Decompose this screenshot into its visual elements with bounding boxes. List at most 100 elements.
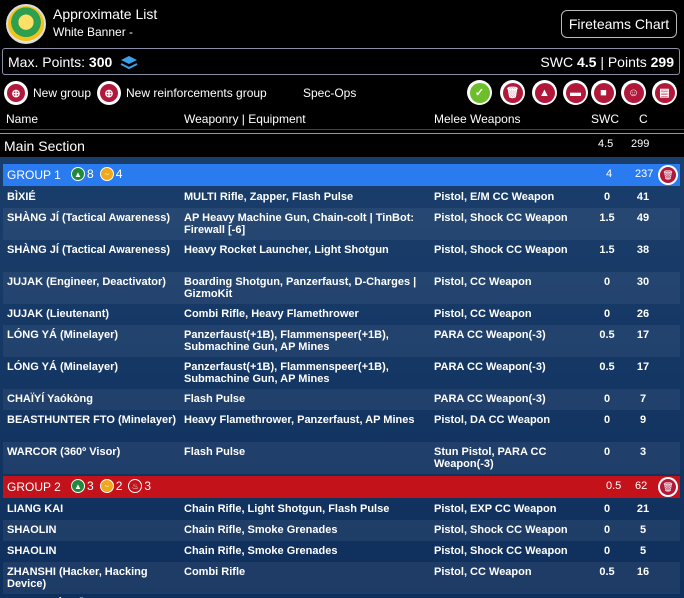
unit-weaponry: Heavy Rocket Launcher, Light Shotgun [184,244,389,256]
main-section-points: 299 [631,138,650,150]
save-icon[interactable]: ■ [591,80,616,105]
col-weaponry: Weaponry | Equipment [184,112,306,126]
unit-row[interactable]: BÌXIÉ MULTI Rifle, Zapper, Flash Pulse Pis… [3,187,680,208]
unit-row[interactable]: SHAOLIN Chain Rifle, Smoke Grenades Pistol… [3,541,680,562]
unit-row[interactable]: ZHANSHI (Hacker, Hacking Device) Combi Ri… [3,562,680,594]
unit-swc: 0 [603,414,611,426]
unit-swc: 0 [603,545,611,557]
group-name: GROUP 2 [7,480,61,494]
regular-order-icon: ▲ [71,167,85,181]
order-count: 3 [87,479,94,493]
unit-row[interactable]: SHAOLIN Chain Rifle, Smoke Grenades Pistol… [3,520,680,541]
unit-weaponry: Chain Rifle, Light Shotgun, Flash Pulse [184,503,390,515]
unit-weaponry: Combi Rifle, Heavy Flamethrower [184,308,359,320]
col-name: Name [6,112,39,126]
unit-cost: 5 [639,545,647,557]
spec-ops-label: Spec-Ops [303,86,357,100]
delete-group-button[interactable]: 🗑 [658,165,678,185]
trash-icon[interactable]: 🗑 [500,80,525,105]
unit-cost: 41 [636,191,650,203]
unit-row[interactable]: JUJAK (Engineer, Deactivator) Boarding Sh… [3,272,680,304]
unit-cost: 7 [639,393,647,405]
group-swc: 0.5 [606,480,622,492]
max-points-value[interactable]: 300 [88,54,113,70]
order-badges: ▲ 8 ~4 [71,167,128,181]
unit-cost: 16 [636,566,650,578]
trash-icon: 🗑 [660,167,676,183]
unit-swc: 0.5 [599,566,615,578]
unit-cost: 26 [636,308,650,320]
points-bar: Max. Points: 300 SWC 4.5 | Points 299 [2,48,680,75]
unit-name: SHÀNG JÍ (Tactical Awareness) [7,244,171,256]
unit-name: JUJAK (Engineer, Deactivator) [7,276,166,288]
unit-row[interactable]: SHÀNG JÍ (Tactical Awareness) AP Heavy Ma… [3,208,680,240]
chat-icon[interactable]: ▬ [563,80,588,105]
unit-row[interactable]: SHÀNG JÍ (Tactical Awareness) Heavy Rocke… [3,240,680,272]
unit-name: WARCOR (360º Visor) [7,446,121,458]
order-count: 8 [87,167,94,181]
unit-swc: 0 [603,276,611,288]
unit-swc: 0 [603,524,611,536]
irregular-order-icon: ~ [99,167,114,181]
unit-cost: 49 [636,212,650,224]
group-header[interactable]: GROUP 1 ▲ 8 ~4 4 237 🗑 [3,164,680,186]
spec-ops-button[interactable]: Spec-Ops [303,80,356,106]
group-name: GROUP 1 [7,168,61,182]
unit-cost: 17 [636,361,650,373]
unit-name: CHAÏYÍ Yaókòng [7,393,93,405]
unit-melee: PARA CC Weapon(-3) [434,329,546,341]
unit-swc: 0 [603,503,611,515]
unit-weaponry: Chain Rifle, Smoke Grenades [184,524,338,536]
unit-weaponry: Boarding Shotgun, Panzerfaust, D-Charges… [184,276,417,300]
unit-melee: Pistol, Shock CC Weapon [434,524,568,536]
unit-row[interactable]: CHAÏYÍ Yaókòng Flash Pulse PARA CC Weapon(… [3,389,680,410]
unit-cost: 38 [636,244,650,256]
group-header[interactable]: GROUP 2 ▲ 3 ~2 ♨ 3 0.5 62 🗑 [3,476,680,498]
unit-name: SHAOLIN [7,545,57,557]
new-reinforcements-icon: ⊕ [97,81,121,105]
new-group-button[interactable]: ⊕ New group [4,80,91,106]
smiley-icon[interactable]: ☺ [621,80,646,105]
group-swc: 4 [606,168,613,180]
unit-row[interactable]: LÓNG YÁ (Minelayer) Panzerfaust(+1B), Fla… [3,357,680,389]
unit-name: BÌXIÉ [7,191,36,203]
unit-melee: Pistol, Shock CC Weapon [434,545,568,557]
print-icon[interactable]: ▤ [652,80,677,105]
unit-swc: 0 [603,191,611,203]
unit-cost: 21 [636,503,650,515]
unit-row[interactable]: JUJAK (Lieutenant) Combi Rifle, Heavy Fla… [3,304,680,325]
fireteams-chart-button[interactable]: Fireteams Chart [561,10,677,38]
delete-group-button[interactable]: 🗑 [658,477,678,497]
order-count: 4 [115,167,123,181]
unit-melee: Pistol, CC Weapon [434,566,532,578]
impetuous-order-icon: ♨ [128,479,143,493]
points-label: | Points [600,54,647,70]
warning-icon[interactable]: ▲ [532,80,557,105]
unit-melee: Pistol, CC Weapon [434,276,532,288]
unit-row[interactable]: WARCOR (360º Visor) Flash Pulse Stun Pisto… [3,442,680,474]
unit-weaponry: Heavy Flamethrower, Panzerfaust, AP Mine… [184,414,415,426]
unit-melee: PARA CC Weapon(-3) [434,393,546,405]
unit-name: LÓNG YÁ (Minelayer) [7,329,119,341]
unit-name: JUJAK (Lieutenant) [7,308,110,320]
unit-weaponry: MULTI Rifle, Zapper, Flash Pulse [184,191,354,203]
unit-row[interactable]: LÓNG YÁ (Minelayer) Panzerfaust(+1B), Fla… [3,325,680,357]
unit-row[interactable]: BEASTHUNTER FTO (Minelayer) Heavy Flameth… [3,410,680,442]
unit-name: LÓNG YÁ (Minelayer) [7,361,119,373]
order-badges: ▲ 3 ~2 ♨ 3 [71,479,157,493]
list-subtitle: White Banner - [53,25,134,39]
unit-swc: 0.5 [599,329,615,341]
unit-swc: 1.5 [599,212,615,224]
new-reinforcements-button[interactable]: ⊕ New reinforcements group [97,80,267,106]
unit-row[interactable]: LIANG KAI Chain Rifle, Light Shotgun, Fla… [3,499,680,520]
unit-swc: 0 [603,308,611,320]
unit-melee: Pistol, Shock CC Weapon [434,244,568,256]
check-icon[interactable]: ✓ [467,80,492,105]
main-section-header: Main Section 4.5 299 [0,133,684,157]
toolbar: ⊕ New group ⊕ New reinforcements group S… [0,78,684,108]
irregular-order-icon: ~ [99,479,114,493]
new-group-icon: ⊕ [4,81,28,105]
layers-icon[interactable] [120,55,138,69]
order-count: 2 [115,479,123,493]
